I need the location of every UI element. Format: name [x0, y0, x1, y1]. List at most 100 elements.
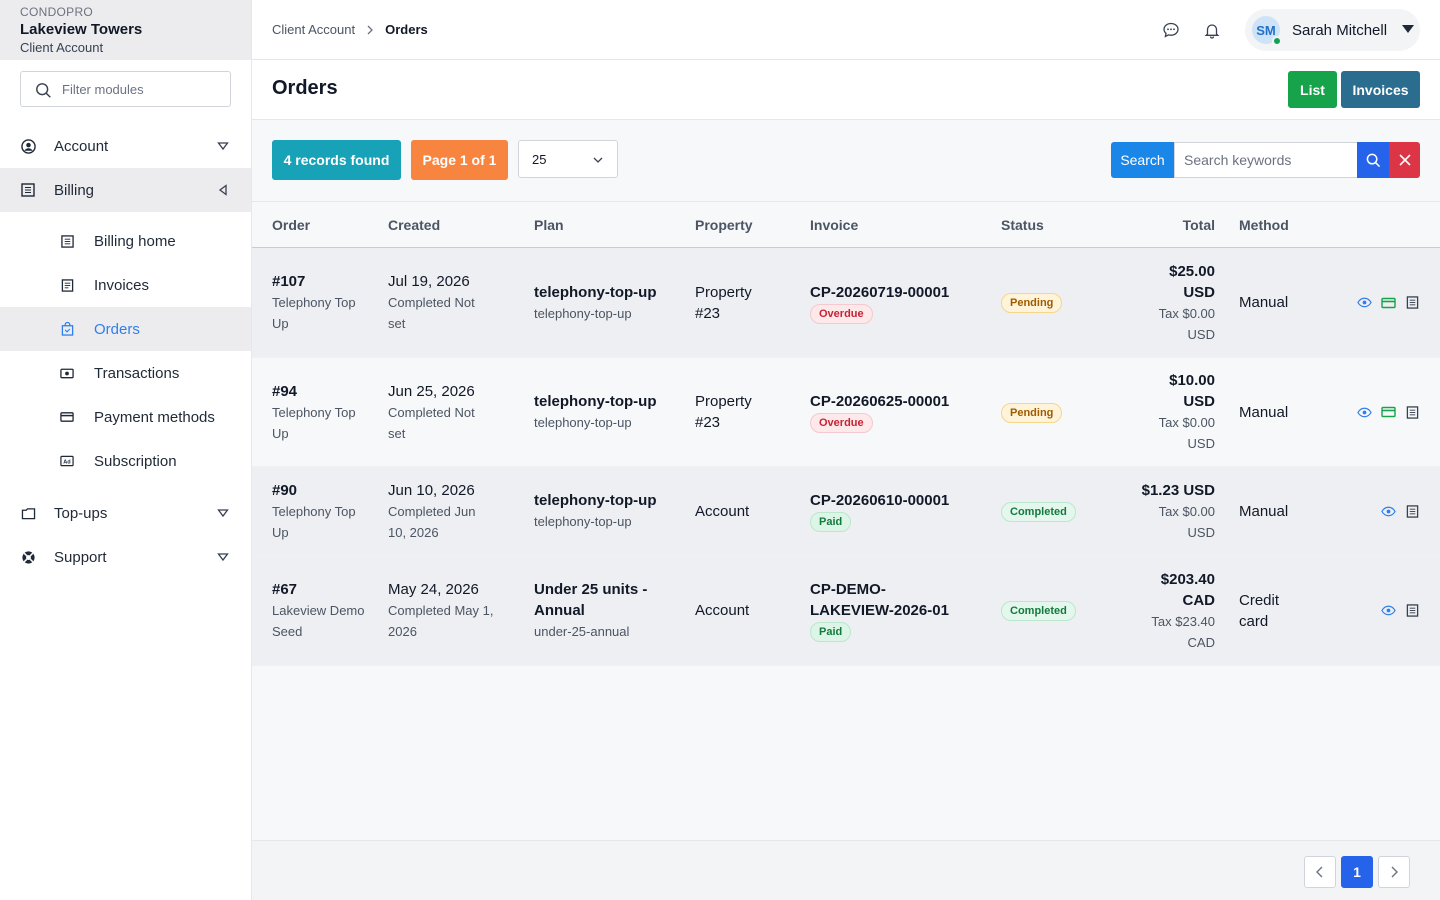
user-name: Sarah Mitchell [1292, 21, 1388, 39]
total-amount: $1.23 USD [1141, 481, 1215, 499]
property-name: Account [695, 502, 750, 520]
invoice-number[interactable]: CP-20260719-00001 [810, 283, 950, 301]
view-icon[interactable] [1356, 295, 1372, 311]
search-icon [1366, 153, 1380, 167]
sidebar-item-support[interactable]: Support [0, 535, 251, 579]
list-button[interactable]: List [1288, 71, 1337, 108]
col-property[interactable]: Property [695, 216, 753, 233]
page-indicator-badge: Page 1 of 1 [411, 140, 508, 180]
invoice-status-badge: Paid [810, 622, 852, 642]
sidebar-item-billing[interactable]: Billing [0, 168, 251, 212]
order-description: Lakeview Demo Seed [272, 603, 365, 639]
breadcrumb-client-account[interactable]: Client Account [272, 22, 356, 37]
filter-input[interactable] [62, 81, 212, 97]
invoice-icon[interactable] [1404, 295, 1420, 311]
payment-method: Credit card [1239, 591, 1280, 630]
col-method[interactable]: Method [1239, 216, 1289, 233]
col-invoice[interactable]: Invoice [810, 216, 859, 233]
completed-date: Completed Not set [388, 404, 475, 441]
avatar-initials: SM [1256, 22, 1276, 38]
prev-page-button[interactable] [1304, 856, 1336, 888]
sidebar-subitem-billing-home[interactable]: Billing home [0, 219, 251, 263]
table-row[interactable]: #67 Lakeview Demo Seed May 24, 2026 Comple… [252, 555, 1440, 666]
per-page-value: 25 [532, 151, 547, 167]
svg-text:Ad: Ad [63, 460, 71, 466]
search-input[interactable] [1174, 142, 1358, 178]
plan-slug: telephony-top-up [534, 305, 632, 321]
clear-search-button[interactable] [1389, 142, 1420, 178]
sidebar-item-top-ups[interactable]: Top-ups [0, 491, 251, 535]
search-button[interactable] [1357, 142, 1389, 178]
order-description: Telephony Top Up [272, 503, 356, 540]
per-page-select[interactable]: 25 [518, 140, 618, 178]
sidebar-subitem-payment-methods[interactable]: Payment methods [0, 395, 251, 439]
payment-method: Manual [1239, 502, 1289, 520]
user-menu[interactable]: SM Sarah Mitchell [1245, 9, 1420, 51]
invoices-button[interactable]: Invoices [1341, 71, 1420, 108]
col-plan[interactable]: Plan [534, 216, 564, 233]
user-circle-icon [20, 138, 36, 154]
credit-card-icon [60, 410, 74, 424]
sidebar-subitem-transactions[interactable]: Transactions [0, 351, 251, 395]
chevron-down-icon [217, 553, 229, 562]
search-icon [36, 83, 51, 98]
sidebar-item-account[interactable]: Account [0, 124, 251, 168]
pay-card-icon[interactable] [1380, 404, 1396, 420]
sidebar-subitem-label: Payment methods [94, 408, 215, 426]
col-order[interactable]: Order [272, 216, 311, 233]
filter-modules[interactable] [20, 71, 231, 107]
table-row[interactable]: #94 Telephony Top Up Jun 25, 2026 Complete… [252, 357, 1440, 467]
brand-org: CONDOPRO [20, 5, 94, 19]
sidebar-subitem-label: Subscription [94, 452, 177, 470]
order-status-badge: Pending [1001, 402, 1063, 423]
view-icon[interactable] [1380, 503, 1396, 519]
brand-header: CONDOPRO Lakeview Towers Client Account [0, 0, 251, 60]
order-number[interactable]: #107 [272, 273, 306, 290]
ledger-icon [60, 234, 74, 248]
chat-icon[interactable] [1162, 21, 1180, 39]
ledger-icon [20, 182, 36, 198]
order-status-badge: Pending [1001, 293, 1063, 313]
page-1-button[interactable]: 1 [1341, 856, 1373, 888]
order-number[interactable]: #90 [272, 481, 298, 499]
col-total[interactable]: Total [1182, 216, 1215, 233]
sidebar-subitem-subscription[interactable]: Ad Subscription [0, 439, 251, 483]
sidebar-subitem-orders[interactable]: Orders [0, 307, 251, 351]
cash-icon [60, 366, 74, 380]
tax-amount: Tax $0.00 USD [1158, 415, 1215, 451]
created-date: Jun 25, 2026 [388, 382, 475, 400]
order-number[interactable]: #67 [272, 581, 298, 598]
total-amount: $203.40 CAD [1160, 570, 1215, 609]
next-page-button[interactable] [1378, 856, 1410, 888]
order-number[interactable]: #94 [272, 382, 298, 400]
view-icon[interactable] [1356, 404, 1372, 420]
table-header-row: Order Created Plan Property Invoice Stat… [252, 201, 1440, 248]
pay-card-icon[interactable] [1380, 295, 1396, 311]
chevron-down-icon [217, 142, 229, 151]
sidebar-subitem-label: Billing home [94, 232, 176, 250]
plan-name: telephony-top-up [534, 492, 657, 509]
sidebar: CONDOPRO Lakeview Towers Client Account … [0, 0, 252, 900]
invoice-icon[interactable] [1404, 603, 1420, 619]
col-created[interactable]: Created [388, 216, 441, 233]
chevron-left-icon [218, 184, 227, 196]
invoice-icon[interactable] [1404, 404, 1420, 420]
sidebar-item-label: Billing [54, 181, 95, 199]
sidebar-subitem-label: Transactions [94, 364, 180, 382]
invoice-number[interactable]: CP-20260625-00001 [810, 393, 950, 410]
plan-name: telephony-top-up [534, 393, 657, 410]
invoice-icon[interactable] [1404, 503, 1420, 519]
page-title: Orders [272, 77, 338, 99]
invoice-number[interactable]: CP-20260610-00001 [810, 492, 950, 509]
col-status[interactable]: Status [1001, 216, 1044, 233]
property-name: Property #23 [695, 283, 752, 322]
bell-icon[interactable] [1203, 21, 1221, 39]
life-ring-icon [20, 549, 36, 565]
table-row[interactable]: #107 Telephony Top Up Jul 19, 2026 Complet… [252, 247, 1440, 358]
created-date: May 24, 2026 [388, 581, 479, 598]
table-row[interactable]: #90 Telephony Top Up Jun 10, 2026 Complete… [252, 466, 1440, 556]
view-icon[interactable] [1380, 603, 1396, 619]
invoice-number[interactable]: CP-DEMO-LAKEVIEW-2026-01 [810, 581, 949, 619]
sidebar-subitem-invoices[interactable]: Invoices [0, 263, 251, 307]
sidebar-item-label: Support [54, 548, 107, 566]
